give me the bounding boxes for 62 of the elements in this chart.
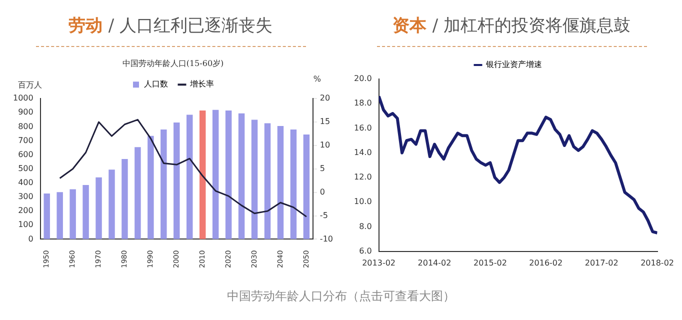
bar xyxy=(43,193,50,240)
y2-tick-label: 15 xyxy=(319,117,330,126)
bar xyxy=(186,114,192,240)
x-tick-label: 2017-02 xyxy=(584,258,618,268)
bar xyxy=(160,130,166,240)
x-tick-label: 2016-02 xyxy=(528,258,562,268)
y-tick-label: 800 xyxy=(18,122,33,131)
x-tick-label: 2013-02 xyxy=(362,258,396,268)
y-tick-label: 1000 xyxy=(12,94,33,103)
bar xyxy=(108,170,114,240)
bar xyxy=(238,113,244,240)
legend-label: 银行业资产增速 xyxy=(484,60,542,70)
text: 中国劳动年龄人口分布（点击可查看大图） xyxy=(226,288,456,305)
y2-tick-label: 0 xyxy=(319,187,325,196)
bar xyxy=(82,185,88,240)
bar xyxy=(276,126,284,240)
y-tick-label: 400 xyxy=(18,178,33,188)
chart-title: 劳动 / 人口红利已逐渐丧失 xyxy=(67,15,274,38)
bar xyxy=(302,134,310,240)
x-tick-label: 2014-02 xyxy=(417,258,451,268)
bar xyxy=(134,147,140,240)
y-tick-label: 12.0 xyxy=(354,172,372,182)
y2-tick-label: -10 xyxy=(319,234,333,244)
y2-tick-label: 20 xyxy=(319,94,330,103)
legend-label: 增长率 xyxy=(188,80,214,89)
y-tick-label: 0 xyxy=(28,234,33,244)
bar xyxy=(250,120,258,240)
legend-label: 人口数 xyxy=(144,80,168,89)
bar xyxy=(147,136,154,240)
x-tick-label: 2015-02 xyxy=(472,258,506,268)
bar xyxy=(224,110,232,240)
bar xyxy=(69,189,76,240)
y-tick-label: 700 xyxy=(18,136,33,145)
y-tick-label: 600 xyxy=(18,150,33,159)
y-tick-label: 900 xyxy=(18,108,33,117)
y-tick-label: 10.0 xyxy=(354,197,372,206)
y-tick-label: 6.0 xyxy=(358,246,372,256)
y-tick-label: 8.0 xyxy=(358,222,372,231)
y2-tick-label: 5 xyxy=(319,164,325,173)
y-tick-label: 16.0 xyxy=(354,123,372,132)
bar xyxy=(290,130,296,240)
y-tick-label: 200 xyxy=(18,206,33,216)
bar xyxy=(198,110,206,240)
y-tick-label: 300 xyxy=(18,192,33,202)
bar xyxy=(212,110,218,240)
bar xyxy=(56,192,62,240)
y-tick-label: 14.0 xyxy=(354,148,372,157)
y2-axis-title: % xyxy=(312,74,321,84)
chart-title: 资本 / 加杠杆的投资将偃旗息鼓 xyxy=(391,15,632,38)
bar xyxy=(95,177,102,240)
y2-tick-label: 10 xyxy=(319,140,330,150)
x-tick-label: 2018-02 xyxy=(640,258,674,268)
chart-subtitle: 中国劳动年龄人口(15-60岁) xyxy=(122,58,224,68)
y-tick-label: 100 xyxy=(18,220,33,230)
y2-tick-label: -5 xyxy=(319,210,328,220)
y-axis-title: 百万人 xyxy=(18,80,42,90)
bar xyxy=(264,123,270,240)
bar xyxy=(173,122,180,240)
y-tick-label: 18.0 xyxy=(354,98,372,108)
y-tick-label: 500 xyxy=(18,164,33,173)
bar xyxy=(121,159,128,240)
y-tick-label: 20.0 xyxy=(354,74,372,84)
